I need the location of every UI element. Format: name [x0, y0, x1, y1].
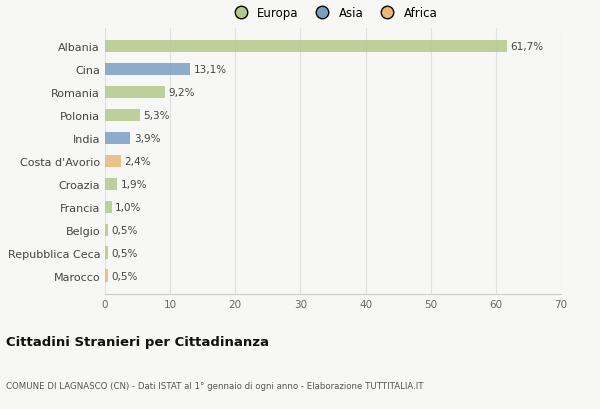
Text: 0,5%: 0,5% [112, 225, 138, 235]
Bar [105, 87, 165, 99]
Text: 61,7%: 61,7% [510, 42, 544, 52]
Text: 1,0%: 1,0% [115, 202, 141, 212]
Text: 1,9%: 1,9% [121, 180, 147, 189]
Text: COMUNE DI LAGNASCO (CN) - Dati ISTAT al 1° gennaio di ogni anno - Elaborazione T: COMUNE DI LAGNASCO (CN) - Dati ISTAT al … [6, 382, 424, 391]
Bar [105, 41, 507, 53]
Legend: Europa, Asia, Africa: Europa, Asia, Africa [224, 2, 442, 25]
Bar [105, 64, 190, 76]
Text: Cittadini Stranieri per Cittadinanza: Cittadini Stranieri per Cittadinanza [6, 336, 269, 348]
Bar [105, 224, 108, 236]
Bar [105, 155, 121, 168]
Bar [105, 201, 112, 213]
Bar [105, 133, 130, 145]
Bar [105, 270, 108, 282]
Text: 5,3%: 5,3% [143, 111, 169, 121]
Bar [105, 247, 108, 259]
Text: 0,5%: 0,5% [112, 271, 138, 281]
Text: 9,2%: 9,2% [168, 88, 194, 98]
Bar [105, 178, 118, 191]
Bar [105, 110, 140, 122]
Text: 0,5%: 0,5% [112, 248, 138, 258]
Text: 3,9%: 3,9% [134, 134, 160, 144]
Text: 13,1%: 13,1% [194, 65, 227, 75]
Text: 2,4%: 2,4% [124, 157, 151, 166]
